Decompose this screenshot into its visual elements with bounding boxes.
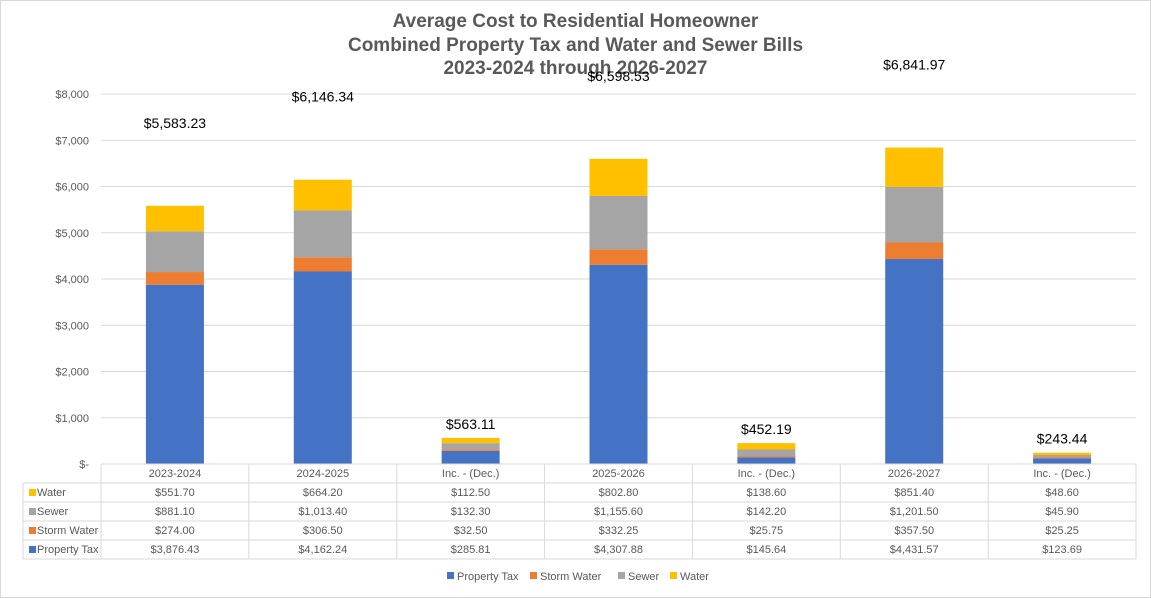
legend-key-storm-water	[530, 572, 537, 579]
x-category-label: 2025-2026	[592, 468, 645, 480]
y-tick-label: $3,000	[55, 320, 89, 332]
bar-segment-storm-water	[589, 249, 648, 265]
table-legend-key	[29, 508, 36, 515]
y-tick-label: $7,000	[55, 135, 89, 147]
bar-segment-storm-water	[293, 257, 352, 272]
table-cell: $664.20	[303, 487, 343, 499]
table-cell: $881.10	[155, 506, 195, 518]
legend-label: Sewer	[628, 571, 660, 583]
table-row-header: Property Tax	[37, 544, 99, 556]
bar-segment-storm-water	[441, 449, 500, 451]
y-tick-label: $8,000	[55, 89, 89, 101]
table-cell: $1,201.50	[890, 506, 939, 518]
legend-key-property-tax	[447, 572, 454, 579]
bar-segment-sewer	[145, 231, 204, 273]
bar-segment-storm-water	[737, 456, 796, 458]
bar-segment-sewer	[885, 186, 944, 243]
table-cell: $32.50	[454, 525, 488, 537]
table-cell: $851.40	[894, 487, 934, 499]
bar-segment-sewer	[293, 210, 352, 258]
table-cell: $138.60	[746, 487, 786, 499]
legend-key-water	[670, 572, 677, 579]
table-cell: $332.25	[599, 525, 639, 537]
table-cell: $357.50	[894, 525, 934, 537]
bar-segment-property-tax	[737, 457, 796, 464]
table-cell: $4,307.88	[594, 544, 643, 556]
chart-title-line-2: Combined Property Tax and Water and Sewe…	[347, 35, 804, 56]
bar-segment-sewer	[737, 449, 796, 457]
bar-segment-water	[441, 437, 500, 444]
table-cell: $285.81	[451, 544, 491, 556]
bar-segment-sewer	[1033, 454, 1092, 458]
total-data-label: $6,146.34	[292, 89, 354, 105]
x-category-label: Inc. - (Dec.)	[1033, 468, 1090, 480]
table-cell: $112.50	[451, 487, 490, 499]
y-tick-label: $-	[79, 459, 89, 471]
table-cell: $274.00	[155, 525, 195, 537]
table-row-header: Sewer	[37, 506, 69, 518]
table-cell: $1,013.40	[298, 506, 347, 518]
bar-segment-property-tax	[1033, 458, 1092, 464]
table-cell: $142.20	[746, 506, 786, 518]
table-cell: $132.30	[451, 506, 491, 518]
table-row-header: Storm Water	[37, 525, 99, 537]
y-tick-label: $1,000	[55, 413, 89, 425]
bar-segment-water	[145, 205, 204, 232]
table-legend-key	[29, 489, 36, 496]
y-tick-label: $4,000	[55, 274, 89, 286]
table-cell: $4,431.57	[890, 544, 939, 556]
table-cell: $25.75	[750, 525, 784, 537]
y-tick-label: $6,000	[55, 182, 89, 194]
legend-key-sewer	[618, 572, 625, 579]
table-cell: $145.64	[746, 544, 786, 556]
chart-title-line-1: Average Cost to Residential Homeowner	[392, 11, 759, 32]
x-category-label: 2024-2025	[296, 468, 349, 480]
table-row-header: Water	[37, 487, 66, 499]
total-data-label: $563.11	[446, 416, 496, 432]
total-data-label: $6,841.97	[883, 57, 945, 73]
bar-segment-storm-water	[145, 272, 204, 285]
table-cell: $802.80	[599, 487, 639, 499]
bar-segment-property-tax	[293, 271, 352, 464]
bar-segment-water	[293, 179, 352, 211]
table-legend-key	[29, 527, 36, 534]
chart-title-line-3: 2023-2024 through 2026-2027	[443, 58, 708, 79]
y-tick-label: $5,000	[55, 228, 89, 240]
bar-segment-storm-water	[1033, 457, 1092, 459]
bar-segment-water	[1033, 452, 1092, 455]
total-data-label: $452.19	[741, 421, 792, 437]
y-tick-label: $2,000	[55, 367, 89, 379]
legend-label: Storm Water	[540, 571, 602, 583]
bar-segment-water	[885, 147, 944, 187]
table-cell: $25.25	[1045, 525, 1079, 537]
x-category-label: Inc. - (Dec.)	[738, 468, 795, 480]
table-cell: $4,162.24	[298, 544, 347, 556]
bar-segment-property-tax	[589, 264, 648, 464]
table-cell: $3,876.43	[150, 544, 199, 556]
x-category-label: 2023-2024	[149, 468, 202, 480]
bar-segment-water	[589, 158, 648, 196]
total-data-label: $5,583.23	[144, 115, 206, 131]
total-data-label: $6,598.53	[587, 68, 649, 84]
bar-segment-sewer	[441, 443, 500, 450]
table-cell: $123.69	[1042, 544, 1082, 556]
table-cell: $551.70	[155, 487, 195, 499]
bar-segment-property-tax	[885, 259, 944, 464]
bar-segment-water	[737, 443, 796, 450]
table-cell: $306.50	[303, 525, 343, 537]
bar-segment-property-tax	[145, 284, 204, 464]
table-cell: $1,155.60	[594, 506, 643, 518]
table-cell: $48.60	[1045, 487, 1079, 499]
total-data-label: $243.44	[1037, 431, 1088, 447]
table-cell: $45.90	[1045, 506, 1079, 518]
x-category-label: Inc. - (Dec.)	[442, 468, 499, 480]
table-legend-key	[29, 546, 36, 553]
x-category-label: 2026-2027	[888, 468, 941, 480]
bar-segment-storm-water	[885, 242, 944, 260]
bar-segment-sewer	[589, 195, 648, 250]
bar-segment-property-tax	[441, 450, 500, 464]
legend-label: Water	[680, 571, 709, 583]
legend-label: Property Tax	[457, 571, 519, 583]
